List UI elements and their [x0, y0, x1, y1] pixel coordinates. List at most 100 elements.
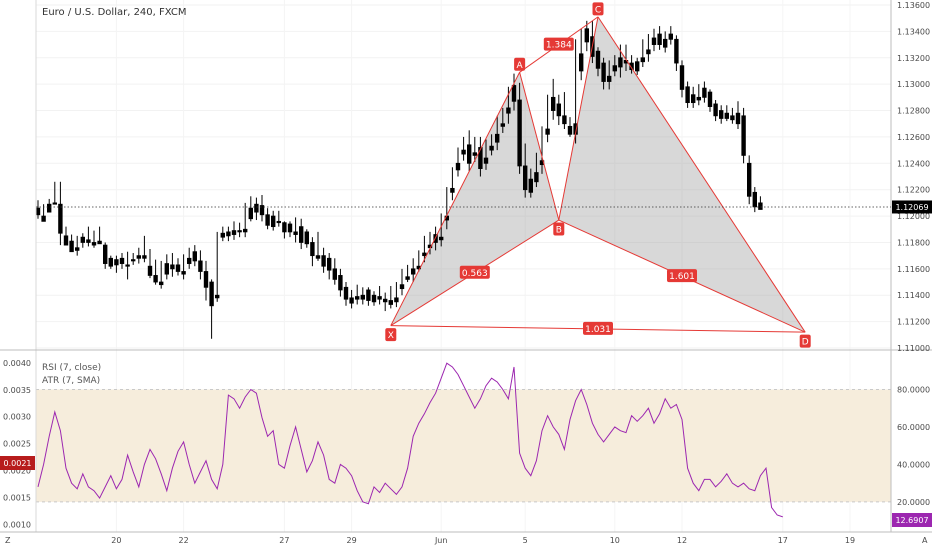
candle [142, 235, 147, 263]
corner-right-label: A [922, 536, 928, 545]
candle [551, 78, 556, 120]
rsi-tick-label: 60.0000 [897, 423, 930, 432]
candle [69, 234, 74, 253]
candle [237, 222, 242, 238]
chart-title: Euro / U.S. Dollar, 240, FXCM [42, 7, 187, 18]
candle [158, 260, 164, 289]
candle [394, 282, 399, 308]
rsi-tick-label: 40.0000 [897, 460, 930, 469]
candle [80, 233, 85, 248]
candle [270, 210, 276, 231]
candle [343, 282, 349, 306]
candle [702, 81, 707, 103]
candle [405, 264, 410, 283]
atr-tick-label: 0.0025 [3, 440, 31, 449]
candle [86, 226, 91, 247]
time-tick-label: Jun [434, 536, 448, 545]
candle [265, 208, 270, 230]
leg-ab [519, 72, 560, 221]
candle [646, 34, 651, 62]
candle [170, 253, 175, 277]
candle [489, 134, 494, 156]
rsi-line [37, 362, 783, 518]
candle [75, 235, 80, 256]
candle [534, 152, 539, 188]
candle [125, 251, 130, 280]
svg-text:A: A [517, 61, 524, 71]
candle [254, 197, 259, 221]
candle [226, 226, 231, 242]
candle [410, 258, 416, 283]
leg-bc [558, 16, 599, 221]
candle [326, 253, 332, 280]
last-price-value: 1.12069 [895, 203, 928, 212]
candle [668, 26, 673, 45]
candle [332, 258, 337, 285]
candle [584, 20, 589, 52]
candle [506, 86, 511, 124]
candle [494, 115, 500, 151]
candle [220, 226, 225, 242]
candle [612, 55, 617, 77]
ratio-label: 1.601 [667, 269, 697, 283]
rsi-band [36, 388, 891, 503]
harmonic-pattern-fill [390, 16, 806, 333]
candle [528, 168, 533, 198]
time-tick-label: 27 [279, 536, 289, 545]
candle [640, 39, 645, 68]
candle [455, 147, 461, 177]
price-tick-label: 1.13400 [897, 27, 930, 36]
candle [511, 73, 517, 111]
atr-tick-label: 0.0040 [3, 359, 31, 368]
candle [579, 28, 584, 81]
candle [164, 254, 169, 280]
candle [63, 226, 69, 246]
candle [691, 86, 696, 108]
candle [108, 255, 113, 269]
corner-left-label: Z [5, 536, 11, 545]
candle [478, 136, 483, 177]
candle [366, 287, 371, 306]
candle [595, 47, 601, 77]
candle [399, 268, 405, 296]
price-tick-label: 1.13200 [897, 54, 930, 63]
svg-text:0.563: 0.563 [462, 269, 488, 279]
indicator-lines [37, 362, 783, 518]
candle [248, 196, 253, 222]
atr-tick-label: 0.0030 [3, 413, 31, 422]
ratio-label: 0.563 [459, 265, 490, 279]
rsi-tick-label: 80.0000 [897, 385, 930, 394]
candle [349, 289, 354, 309]
time-tick-label: 22 [179, 536, 189, 545]
candle [523, 143, 528, 198]
pattern-point-d: D [799, 334, 811, 348]
candle [47, 198, 52, 213]
candle [607, 60, 612, 90]
candle [192, 245, 197, 267]
svg-text:B: B [556, 226, 562, 236]
candle [377, 285, 382, 305]
svg-text:1.031: 1.031 [585, 325, 611, 335]
price-tick-label: 1.12400 [897, 159, 930, 168]
candle [674, 35, 679, 71]
rsi-last-value: 12.6907 [895, 516, 928, 525]
time-tick-label: 5 [523, 536, 528, 545]
candle [276, 210, 281, 227]
pattern-labels: X A B C D 0.563 1.384 1.601 1.031 [385, 2, 811, 348]
rsi-tick-label: 20.0000 [897, 498, 930, 507]
candle [567, 117, 573, 137]
time-tick-label: 10 [610, 536, 620, 545]
candle [338, 268, 343, 297]
candle [483, 139, 489, 170]
price-tick-label: 1.11600 [897, 265, 930, 274]
atr-tick-label: 0.0020 [3, 467, 31, 476]
time-tick-label: 12 [677, 536, 687, 545]
leg-xa [390, 72, 521, 326]
price-tick-label: 1.12600 [897, 133, 930, 142]
candle [663, 31, 668, 53]
candle [209, 279, 214, 339]
candle [450, 167, 455, 201]
candle [321, 247, 326, 273]
candle [231, 221, 237, 240]
